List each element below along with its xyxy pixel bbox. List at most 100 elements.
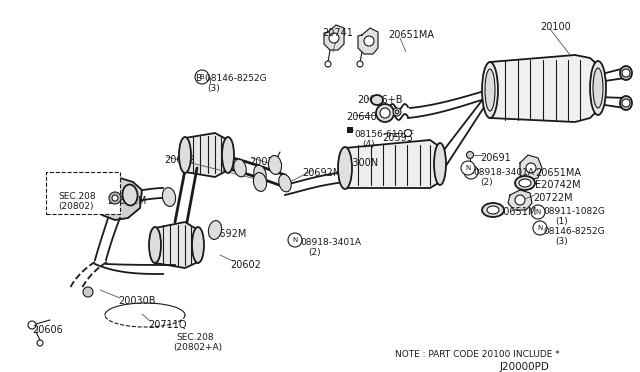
Circle shape bbox=[526, 163, 536, 173]
Circle shape bbox=[533, 221, 547, 235]
Text: N: N bbox=[465, 165, 470, 171]
Text: (3): (3) bbox=[207, 84, 220, 93]
Ellipse shape bbox=[482, 62, 498, 118]
Text: 20300N: 20300N bbox=[340, 158, 378, 168]
Text: 20606+B: 20606+B bbox=[357, 95, 403, 105]
Circle shape bbox=[461, 161, 475, 175]
Text: 20030B: 20030B bbox=[118, 296, 156, 306]
Text: 20651MA: 20651MA bbox=[535, 168, 581, 178]
Circle shape bbox=[329, 33, 339, 43]
Text: (1): (1) bbox=[555, 217, 568, 226]
Ellipse shape bbox=[122, 185, 138, 205]
Ellipse shape bbox=[209, 221, 221, 240]
FancyBboxPatch shape bbox=[46, 172, 120, 214]
Text: 08918-3401A: 08918-3401A bbox=[300, 238, 361, 247]
Ellipse shape bbox=[519, 179, 531, 187]
Text: 20691: 20691 bbox=[480, 153, 511, 163]
Ellipse shape bbox=[487, 206, 499, 214]
Text: B 08146-8252G: B 08146-8252G bbox=[196, 74, 267, 83]
Circle shape bbox=[357, 61, 363, 67]
Text: 20595: 20595 bbox=[382, 133, 413, 143]
Text: (20802): (20802) bbox=[58, 202, 93, 211]
Text: 08918-3401A: 08918-3401A bbox=[473, 168, 534, 177]
Circle shape bbox=[288, 233, 302, 247]
Circle shape bbox=[531, 205, 545, 219]
Text: 20722M: 20722M bbox=[533, 193, 573, 203]
Circle shape bbox=[195, 70, 209, 84]
Circle shape bbox=[364, 36, 374, 46]
Ellipse shape bbox=[620, 96, 632, 110]
Ellipse shape bbox=[593, 68, 603, 108]
Text: N: N bbox=[292, 237, 298, 243]
Text: (20802+A): (20802+A) bbox=[173, 343, 222, 352]
Ellipse shape bbox=[620, 66, 632, 80]
Text: 20602: 20602 bbox=[230, 260, 261, 270]
Text: (4): (4) bbox=[362, 140, 374, 149]
Ellipse shape bbox=[371, 95, 383, 105]
Polygon shape bbox=[92, 178, 142, 220]
Ellipse shape bbox=[192, 227, 204, 263]
Ellipse shape bbox=[376, 104, 394, 122]
Text: N: N bbox=[468, 169, 474, 175]
Text: 08146-8252G: 08146-8252G bbox=[543, 227, 605, 236]
Ellipse shape bbox=[380, 108, 390, 118]
Polygon shape bbox=[185, 133, 228, 177]
Text: 20741: 20741 bbox=[322, 28, 353, 38]
Circle shape bbox=[622, 99, 630, 107]
Ellipse shape bbox=[112, 195, 118, 201]
Text: 20692M: 20692M bbox=[107, 196, 147, 206]
Polygon shape bbox=[490, 55, 598, 122]
Text: (2): (2) bbox=[480, 178, 493, 187]
Ellipse shape bbox=[179, 137, 191, 173]
Text: 20692M: 20692M bbox=[207, 229, 246, 239]
Circle shape bbox=[37, 340, 43, 346]
Ellipse shape bbox=[404, 129, 412, 137]
Text: 20602: 20602 bbox=[164, 155, 195, 165]
Text: 20651MA: 20651MA bbox=[388, 30, 434, 40]
Ellipse shape bbox=[253, 173, 267, 192]
Ellipse shape bbox=[338, 147, 352, 189]
Text: 20640M: 20640M bbox=[346, 112, 385, 122]
Ellipse shape bbox=[467, 151, 474, 158]
Ellipse shape bbox=[234, 159, 246, 177]
Text: B: B bbox=[200, 74, 204, 80]
Text: NOTE : PART CODE 20100 INCLUDE *: NOTE : PART CODE 20100 INCLUDE * bbox=[395, 350, 560, 359]
Circle shape bbox=[515, 195, 525, 205]
Ellipse shape bbox=[268, 155, 282, 174]
Ellipse shape bbox=[393, 108, 401, 116]
Polygon shape bbox=[155, 222, 198, 268]
Text: J20000PD: J20000PD bbox=[500, 362, 550, 372]
Polygon shape bbox=[324, 25, 344, 50]
Ellipse shape bbox=[482, 203, 504, 217]
Circle shape bbox=[83, 287, 93, 297]
Text: 08911-1082G: 08911-1082G bbox=[543, 207, 605, 216]
Ellipse shape bbox=[395, 110, 399, 114]
Text: 20020: 20020 bbox=[249, 157, 280, 167]
Text: N: N bbox=[538, 225, 543, 231]
Polygon shape bbox=[520, 155, 542, 180]
Text: 20651M: 20651M bbox=[497, 207, 536, 217]
Ellipse shape bbox=[515, 176, 535, 190]
Circle shape bbox=[325, 61, 331, 67]
Circle shape bbox=[464, 165, 478, 179]
Circle shape bbox=[622, 69, 630, 77]
Polygon shape bbox=[345, 140, 440, 188]
Text: N: N bbox=[536, 209, 541, 215]
Ellipse shape bbox=[485, 69, 495, 111]
Text: SEC.208: SEC.208 bbox=[176, 333, 214, 342]
Text: (3): (3) bbox=[555, 237, 568, 246]
Text: 20606: 20606 bbox=[32, 325, 63, 335]
Text: (2): (2) bbox=[308, 248, 321, 257]
Ellipse shape bbox=[590, 61, 606, 115]
Ellipse shape bbox=[253, 165, 266, 183]
Polygon shape bbox=[358, 28, 378, 54]
Bar bbox=[347, 127, 353, 133]
Ellipse shape bbox=[434, 143, 446, 185]
Circle shape bbox=[28, 321, 36, 329]
Ellipse shape bbox=[279, 174, 291, 192]
Text: 08156-6102F: 08156-6102F bbox=[354, 130, 414, 139]
Ellipse shape bbox=[222, 137, 234, 173]
Text: 20100: 20100 bbox=[540, 22, 571, 32]
Ellipse shape bbox=[109, 192, 121, 204]
Polygon shape bbox=[508, 190, 532, 210]
